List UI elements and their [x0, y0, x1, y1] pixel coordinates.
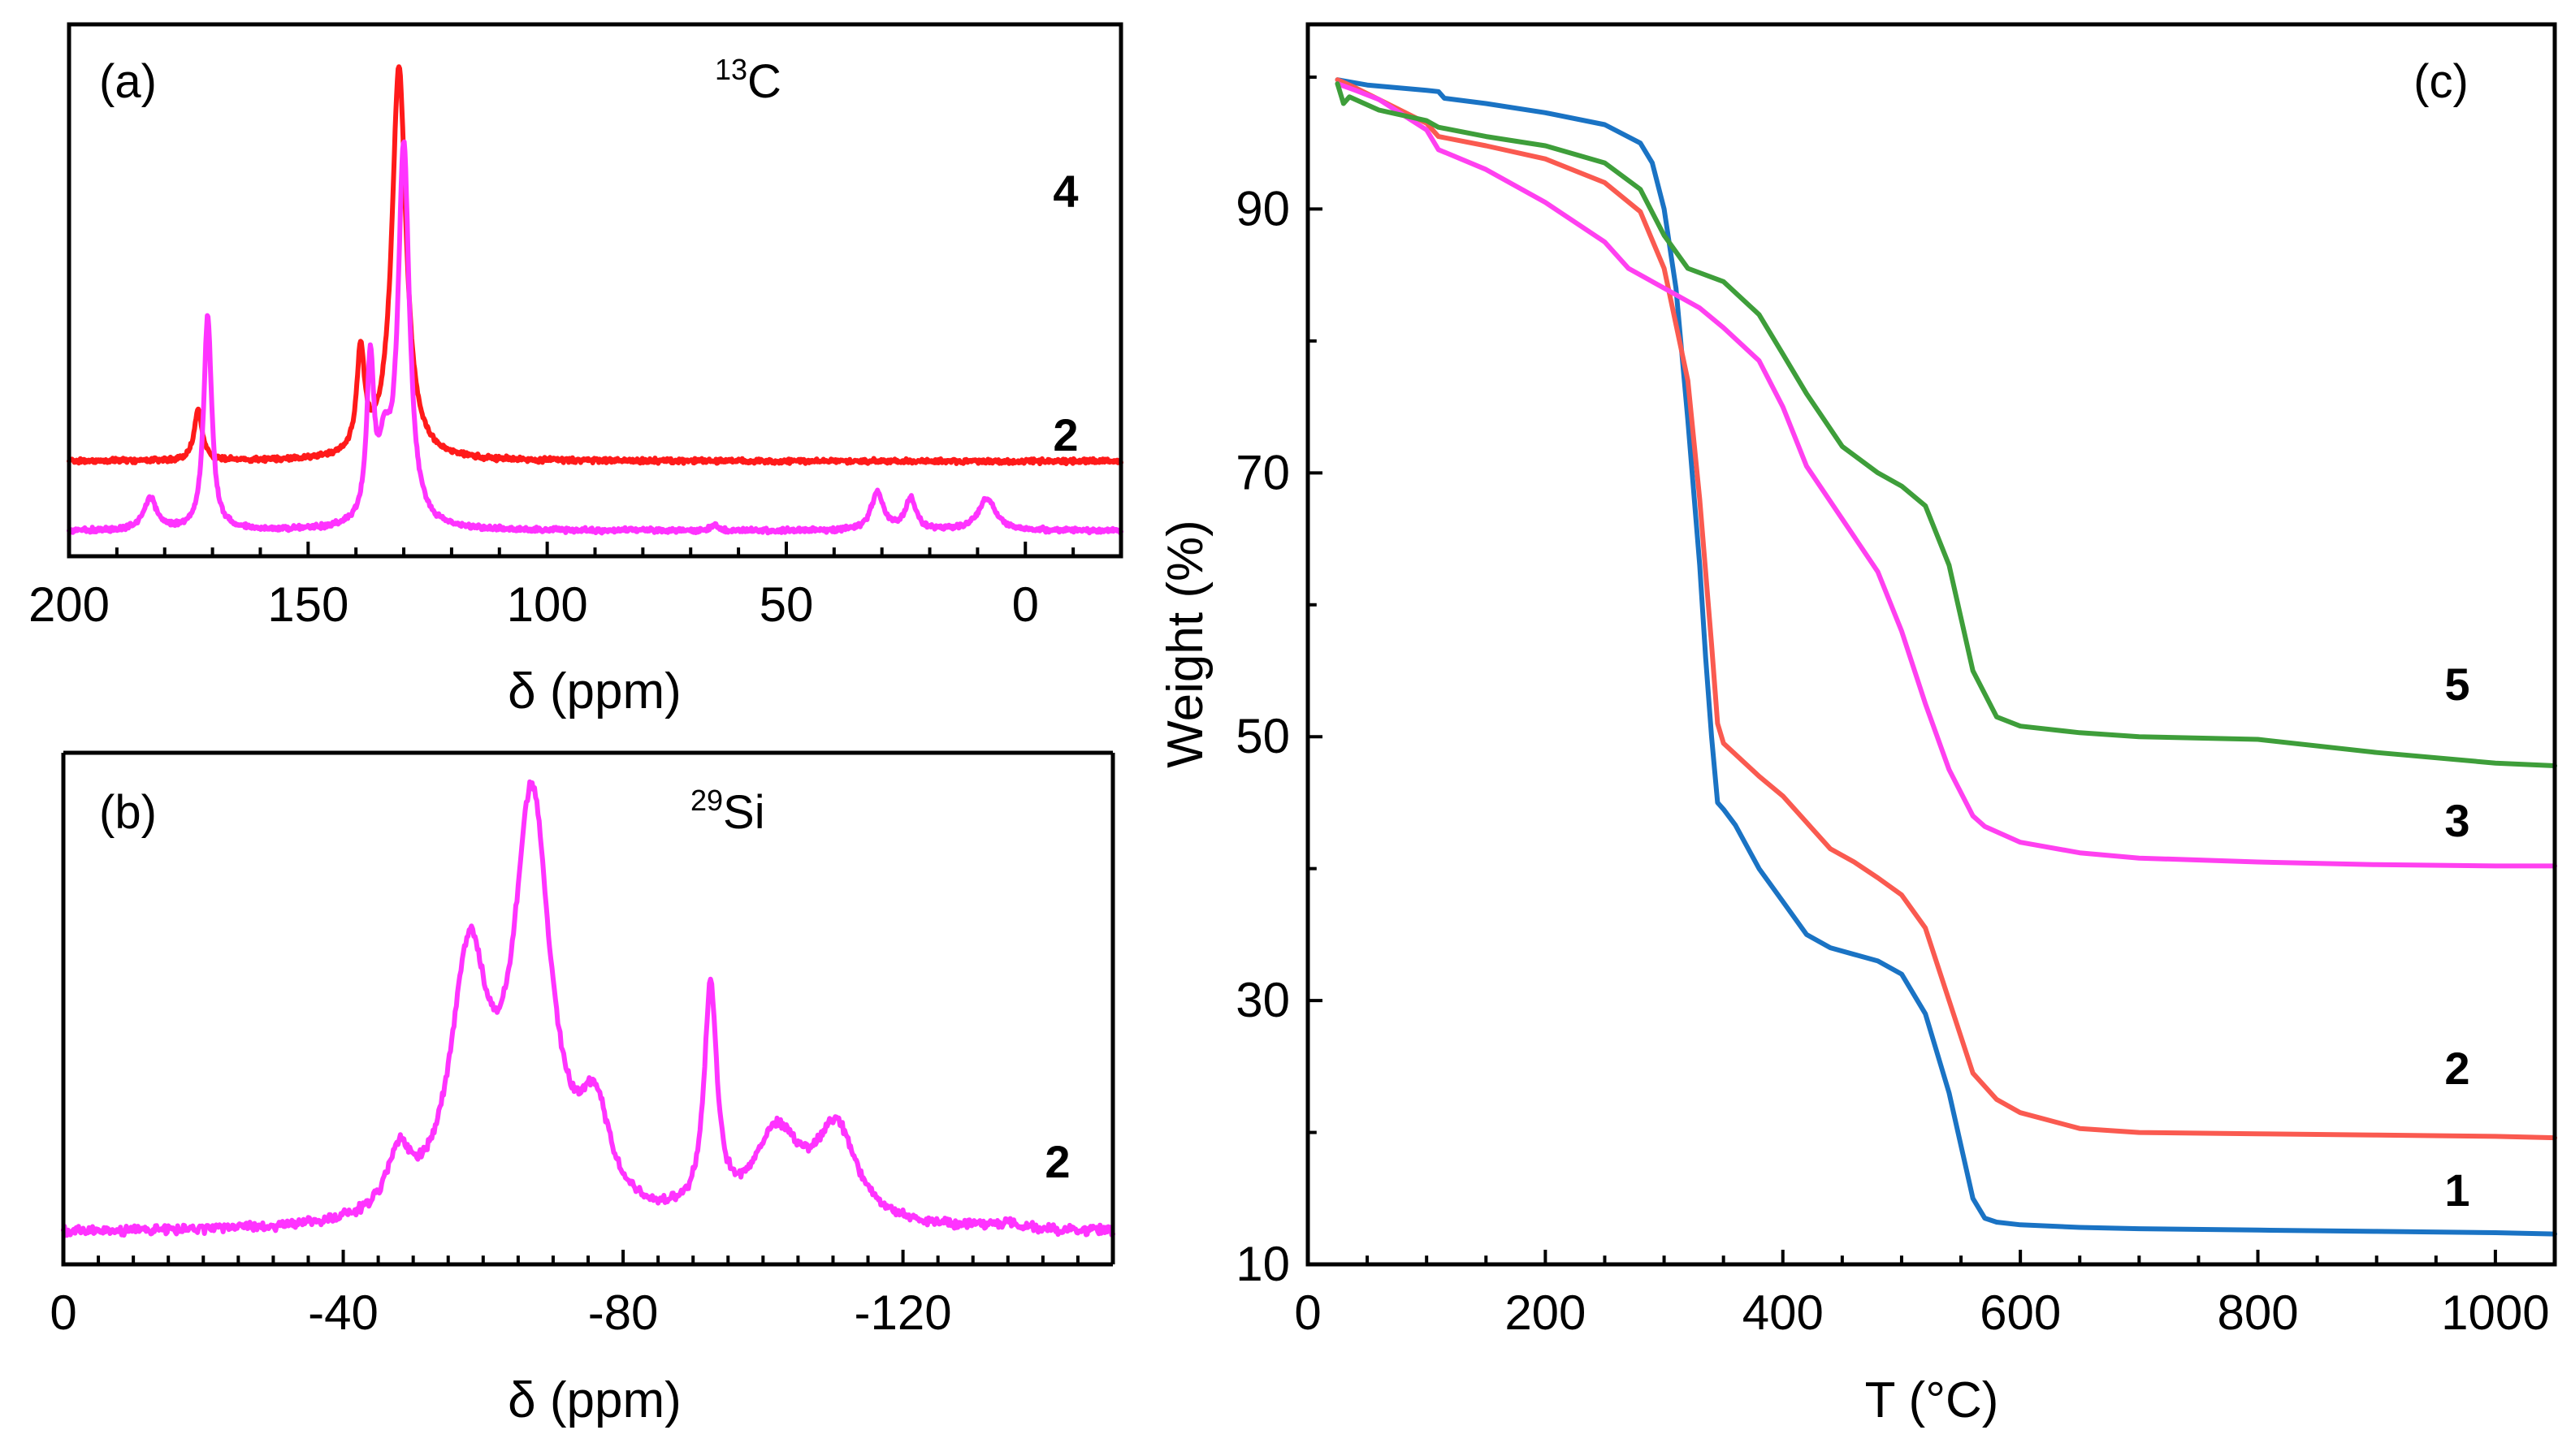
panel-c-x-tick-label: 0 — [1294, 1285, 1321, 1340]
panel-a-nucleus-element: C — [747, 55, 781, 108]
panel-b-label: (b) — [99, 786, 157, 839]
panel-c-y-tick-label: 90 — [1236, 181, 1290, 235]
panel-c-series-label-5: 5 — [2444, 659, 2469, 710]
panel-c-series-label-1: 1 — [2444, 1164, 2469, 1216]
panel-a-nucleus-mass: 13 — [715, 53, 747, 86]
panel-b-x-tick-label: 0 — [50, 1285, 76, 1340]
panel-c-y-axis-title: Weight (%) — [1158, 520, 1214, 768]
panel-b-nucleus-label: 29Si — [690, 784, 765, 839]
panel-c-curve-2 — [1335, 77, 2557, 1141]
panel-c-y-tick-label: 10 — [1236, 1237, 1290, 1291]
panel-c-y-tick-label: 50 — [1236, 709, 1290, 763]
panel-a-x-tick-label: 50 — [760, 577, 814, 632]
panel-a-x-axis-title: δ (ppm) — [508, 663, 682, 719]
panel-c-curve-3 — [1335, 81, 2557, 869]
panel-a-label: (a) — [99, 55, 157, 108]
panel-b-nucleus-element: Si — [723, 786, 765, 839]
panel-b-curves — [61, 779, 1115, 1238]
panel-c-series-label-2: 2 — [2444, 1043, 2469, 1094]
panel-c-series-label-3: 3 — [2444, 795, 2469, 846]
panel-a-x-tick-label: 200 — [28, 577, 110, 632]
panel-b-x-tick-label: -40 — [308, 1285, 379, 1340]
panel-c-x-tick-label: 400 — [1742, 1285, 1824, 1340]
panel-a-nucleus-label: 13C — [715, 53, 781, 108]
panel-c-x-axis-title: T (°C) — [1865, 1372, 1999, 1428]
panel-c-curve-1 — [1335, 77, 2557, 1237]
panel-c-tga: 0 200 400 600 800 1000 10 30 50 70 90 (c) 5 3 2 1… — [1158, 22, 2557, 1428]
panel-c-curve-5 — [1335, 81, 2557, 768]
panel-c-x-tick-label: 1000 — [2441, 1285, 2549, 1340]
panel-c-curves — [1335, 77, 2557, 1237]
panel-c-frame — [1305, 22, 2557, 1267]
panel-a-curve-4 — [67, 64, 1123, 467]
panel-a-series-label-2: 2 — [1053, 409, 1078, 460]
panel-c-x-tick-label: 200 — [1504, 1285, 1586, 1340]
panel-a-13c-nmr: 200 150 100 50 0 (a) 13C 4 2 δ (ppm) — [28, 22, 1123, 719]
panel-c-label: (c) — [2413, 55, 2469, 108]
panel-b-x-axis-title: δ (ppm) — [508, 1372, 682, 1428]
panel-c-x-tick-label: 600 — [1980, 1285, 2061, 1340]
panel-c-x-tick-label: 800 — [2217, 1285, 2298, 1340]
panel-b-nucleus-mass: 29 — [690, 784, 723, 817]
panel-c-y-tick-label: 70 — [1236, 445, 1290, 499]
panel-c-x-ticks: 0 200 400 600 800 1000 — [1294, 1250, 2556, 1340]
panel-b-29si-nmr: 0 -40 -80 -120 (b) 29Si 2 δ (ppm) — [50, 750, 1115, 1428]
panel-c-y-ticks: 10 30 50 70 90 — [1236, 75, 1322, 1291]
panel-a-x-tick-label: 0 — [1012, 577, 1039, 632]
panel-c-y-tick-label: 30 — [1236, 973, 1290, 1027]
panel-a-frame — [67, 22, 1123, 559]
panel-a-x-tick-label: 100 — [507, 577, 588, 632]
panel-b-x-tick-label: -120 — [855, 1285, 952, 1340]
panel-b-curve-2 — [61, 779, 1115, 1238]
panel-b-axes — [61, 753, 1113, 1267]
panel-a-series-label-4: 4 — [1053, 166, 1078, 217]
panel-a-x-tick-label: 150 — [267, 577, 348, 632]
panel-b-x-ticks: 0 -40 -80 -120 — [50, 1250, 1115, 1340]
panel-a-x-ticks: 200 150 100 50 0 — [28, 542, 1123, 632]
panel-a-curve-2 — [67, 139, 1123, 536]
panel-a-curves — [67, 64, 1123, 536]
panel-b-x-tick-label: -80 — [588, 1285, 659, 1340]
panel-b-series-label-2: 2 — [1045, 1136, 1070, 1187]
